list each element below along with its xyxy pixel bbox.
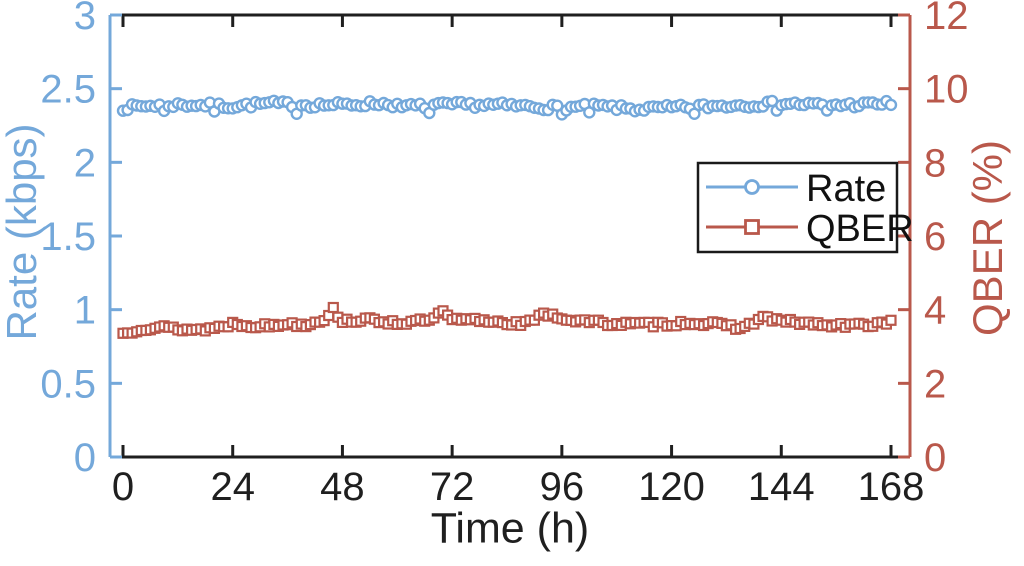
right-y-axis-title: QBER (%) (964, 139, 1011, 337)
x-tick-label: 0 (112, 465, 134, 509)
left-y-tick-label: 2 (74, 141, 96, 185)
x-axis-title: Time (h) (430, 504, 590, 553)
legend-box (696, 161, 899, 254)
legend-label-qber: QBER (806, 208, 914, 250)
x-tick-label: 24 (210, 465, 255, 509)
right-y-tick-label: 12 (924, 0, 969, 38)
right-y-tick-label: 0 (924, 436, 946, 480)
x-tick-label: 120 (638, 465, 705, 509)
left-y-tick-label: 1.5 (40, 215, 96, 259)
legend-rate-circle-marker (744, 179, 760, 195)
x-tick-label: 72 (430, 465, 475, 509)
left-y-tick-label: 2.5 (40, 68, 96, 112)
right-y-tick-label: 10 (924, 68, 969, 112)
qber-marker (327, 301, 339, 314)
legend-qber-square-marker (744, 219, 760, 235)
left-y-tick-label: 3 (74, 0, 96, 38)
rate-series (116, 94, 898, 121)
left-y-tick-label: 1 (74, 289, 96, 333)
rate-marker (884, 98, 898, 112)
left-y-tick-label: 0 (74, 436, 96, 480)
series (116, 94, 898, 339)
x-tick-label: 144 (748, 465, 815, 509)
right-y-tick-label: 4 (924, 289, 946, 333)
legend: Rate QBER (696, 161, 914, 254)
right-y-tick-label: 8 (924, 141, 946, 185)
right-y-tick-label: 2 (924, 362, 946, 406)
right-y-tick-label: 6 (924, 215, 946, 259)
qber-marker (885, 314, 897, 326)
x-tick-label: 168 (858, 465, 925, 509)
x-tick-label: 96 (540, 465, 585, 509)
left-y-tick-label: 0.5 (40, 362, 96, 406)
legend-label-rate: Rate (806, 168, 886, 210)
x-tick-label: 48 (320, 465, 365, 509)
qber-series (117, 301, 897, 339)
left-y-axis-title: Rate (kbps) (0, 123, 45, 341)
